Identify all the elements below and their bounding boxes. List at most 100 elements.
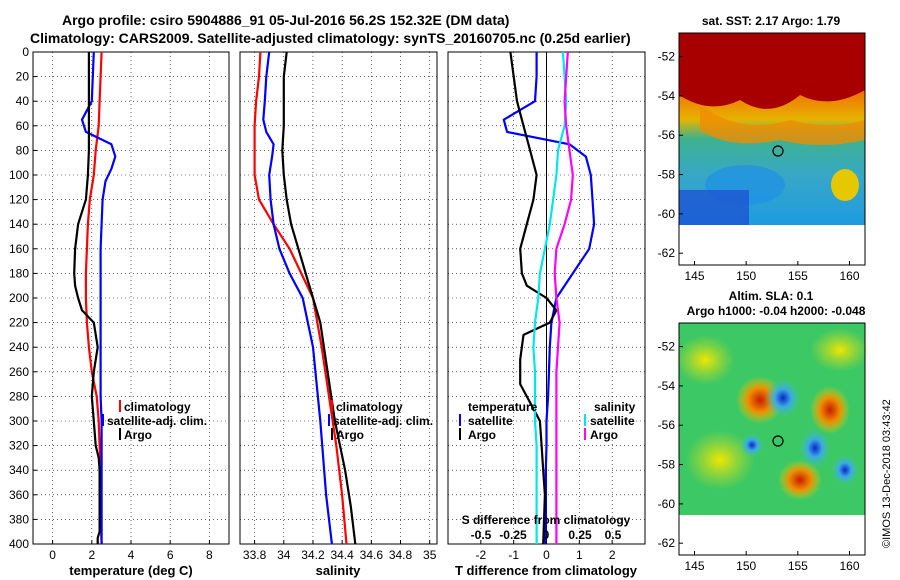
sla-map-axes: 145 150 155 160 -52 -54 -56 -58 -60 -62 [658, 340, 860, 573]
y-tick-label: 180 [9, 266, 29, 280]
series-line-satellite-adj-clim- [80, 51, 117, 544]
map-x-label: 150 [736, 269, 756, 283]
argo-location-marker [772, 435, 784, 447]
series-line-climatology [253, 51, 348, 545]
s-tick: 0 [543, 528, 550, 542]
x-tick-label: -2 [475, 548, 486, 562]
sst-front [700, 105, 865, 145]
map-y-label: -56 [658, 418, 676, 432]
x-tick-label: 34 [277, 548, 291, 562]
legend-s-satellite-label: satellite [590, 414, 635, 428]
legend-temperature-heading: temperature [468, 400, 538, 414]
legend-climatology-label: climatology [124, 400, 191, 414]
s-tick: -0.5 [471, 528, 492, 542]
x-tick-label: 0 [543, 548, 550, 562]
sla-low [799, 428, 831, 468]
legend-salinity-heading: salinity [594, 400, 636, 414]
s-tick: 0.25 [568, 528, 592, 542]
imos-credit: ©IMOS 13-Dec-2018 03:43:42 [881, 399, 893, 548]
map-y-label: -52 [658, 50, 676, 64]
series-line-satellite-adj-clim- [262, 51, 333, 545]
sla-map [675, 322, 870, 556]
legend-satellite-label: satellite-adj. clim. [333, 414, 433, 428]
sla-low [831, 454, 859, 486]
map-x-label: 145 [684, 559, 704, 573]
map-y-label: -54 [658, 89, 676, 103]
y-tick-label: 80 [16, 143, 30, 157]
legend-argo-label: Argo [124, 428, 152, 442]
map-x-label: 155 [788, 269, 808, 283]
sla-no-data [679, 515, 865, 555]
map-x-label: 155 [788, 559, 808, 573]
depth-axis: 0 20 40 60 80 100 120 140 160 180 200 220 240 260 280 3… [9, 45, 37, 551]
salinity-xlabel: salinity [316, 563, 362, 578]
x-tick-label: 35 [423, 548, 437, 562]
x-tick-label: 1 [576, 548, 583, 562]
sla-high [810, 386, 850, 434]
y-tick-label: 120 [9, 193, 29, 207]
y-tick-label: 260 [9, 365, 29, 379]
sst-map-frame [678, 32, 866, 266]
x-tick-label: 34.4 [330, 548, 354, 562]
legend-t-satellite-label: satellite [468, 414, 513, 428]
sst-map [678, 32, 866, 266]
x-tick-label: 0 [49, 548, 56, 562]
map-x-label: 160 [839, 269, 859, 283]
y-tick-label: 100 [9, 168, 29, 182]
y-tick-label: 0 [22, 45, 29, 59]
map-x-label: 145 [684, 269, 704, 283]
x-tick-label: 8 [206, 548, 213, 562]
map-y-label: -52 [658, 340, 676, 354]
x-tick-label: 33.8 [243, 548, 267, 562]
temperature-legend: climatology satellite-adj. clim. Argo [102, 400, 207, 442]
s-difference-axis-label: S difference from climatology [462, 513, 631, 527]
map-y-label: -58 [658, 458, 676, 472]
y-tick-label: 20 [16, 70, 30, 84]
map-y-label: -60 [658, 207, 676, 221]
sla-low [765, 378, 801, 418]
figure-title-line2: Climatology: CARS2009. Satellite-adjuste… [30, 30, 631, 46]
map-y-label: -60 [658, 497, 676, 511]
x-tick-label: 34.2 [301, 548, 325, 562]
series-line-temperature-satellite [502, 52, 596, 545]
x-tick-label: 34.6 [360, 548, 384, 562]
y-tick-label: 360 [9, 488, 29, 502]
map-x-label: 160 [839, 559, 859, 573]
sst-warm-eddy [831, 169, 859, 201]
y-tick-label: 160 [9, 242, 29, 256]
sla-low [740, 433, 764, 457]
sla-feature [675, 335, 735, 385]
y-tick-label: 240 [9, 340, 29, 354]
difference-legend: temperature satellite Argo salinity sate… [459, 400, 636, 442]
argo-location-marker [772, 145, 784, 157]
series-line-temperature-argo [509, 51, 558, 545]
s-tick: -0.25 [499, 528, 527, 542]
legend-s-argo-label: Argo [590, 428, 618, 442]
legend-satellite-label: satellite-adj. clim. [107, 414, 207, 428]
sla-feature [685, 430, 755, 490]
y-tick-label: 400 [9, 537, 29, 551]
sst-no-data [679, 225, 865, 265]
y-tick-label: 300 [9, 414, 29, 428]
y-tick-label: 340 [9, 463, 29, 477]
temperature-chart: 0 2 4 6 8 [33, 51, 229, 562]
sla-map-subtitle: Argo h1000: -0.04 h2000: -0.048 [687, 304, 866, 318]
series-line-salinity-satellite [532, 51, 568, 544]
s-tick: 0.5 [605, 528, 622, 542]
temperature-xlabel: temperature (deg C) [69, 563, 193, 578]
legend-argo-label: Argo [336, 428, 364, 442]
x-tick-label: 2 [609, 548, 616, 562]
sst-cloud-patch [679, 190, 749, 225]
sla-map-frame [678, 322, 866, 556]
salinity-legend: climatology satellite-adj. clim. Argo [328, 400, 433, 442]
sla-high [778, 460, 822, 500]
map-x-label: 150 [736, 559, 756, 573]
map-y-label: -54 [658, 379, 676, 393]
y-tick-label: 60 [16, 119, 30, 133]
sst-map-title: sat. SST: 2.17 Argo: 1.79 [702, 14, 841, 28]
y-tick-label: 280 [9, 389, 29, 403]
sst-warm-region [679, 33, 865, 109]
map-y-label: -56 [658, 128, 676, 142]
map-y-label: -62 [658, 536, 676, 550]
